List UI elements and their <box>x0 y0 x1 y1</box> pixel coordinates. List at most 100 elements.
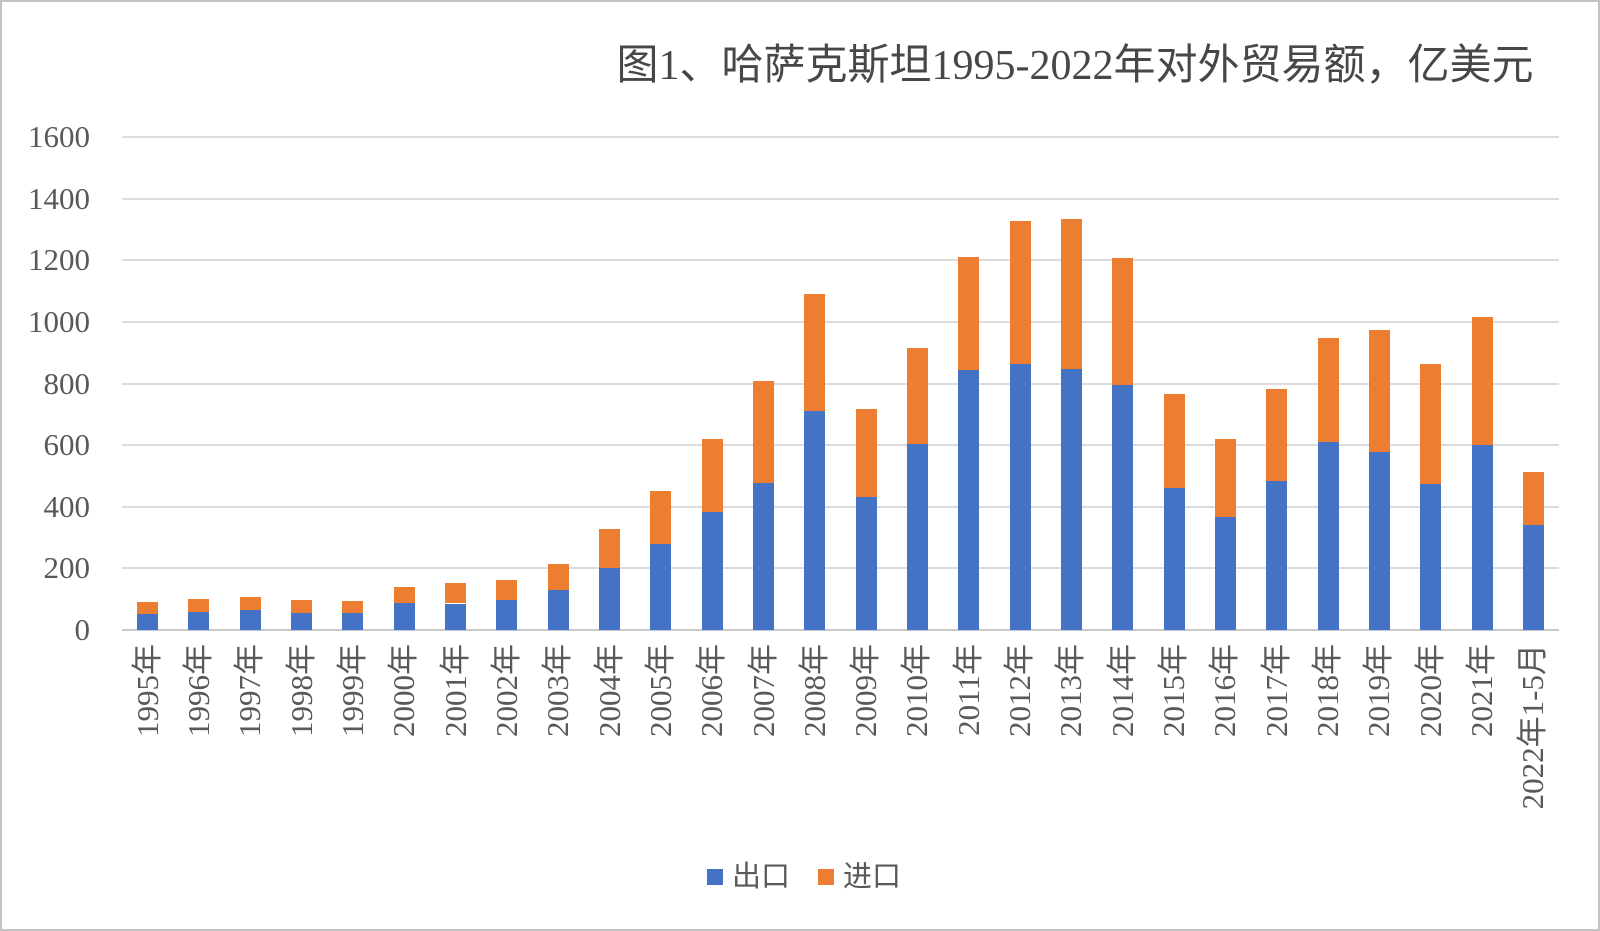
bar-segment-export <box>906 444 928 630</box>
x-axis-label: 2006年 <box>694 644 730 737</box>
bar-segment-import <box>1317 337 1339 442</box>
x-axis-label: 2013年 <box>1053 644 1089 737</box>
x-axis-label: 1995年 <box>129 644 165 737</box>
legend-swatch-export-icon <box>707 869 723 885</box>
x-axis-label: 2011年 <box>950 644 986 736</box>
x-axis-label: 1997年 <box>232 644 268 737</box>
x-axis-label: 2000年 <box>386 644 422 737</box>
bar-segment-import <box>239 596 261 610</box>
bar-segment-export <box>496 600 518 630</box>
x-axis-label: 2019年 <box>1361 644 1397 737</box>
gridline <box>122 444 1559 447</box>
bar-segment-export <box>1266 480 1288 630</box>
x-axis-label: 1999年 <box>334 644 370 737</box>
bar-segment-export <box>137 613 159 630</box>
bar-segment-export <box>1214 516 1236 630</box>
x-axis-label: 2009年 <box>848 644 884 737</box>
x-axis-label: 2005年 <box>642 644 678 737</box>
x-axis-label: 2022年1-5月 <box>1515 644 1551 810</box>
x-axis-label: 2020年 <box>1412 644 1448 737</box>
gridline <box>122 505 1559 508</box>
bar-segment-import <box>291 599 313 614</box>
bar-segment-import <box>445 583 467 604</box>
bar-segment-export <box>1368 452 1390 630</box>
bar-segment-export <box>1522 524 1544 630</box>
bar-segment-export <box>291 613 313 630</box>
bar-segment-import <box>188 598 210 612</box>
bar-segment-import <box>1009 220 1031 364</box>
bar-segment-import <box>958 256 980 371</box>
x-axis-label: 2021年 <box>1464 644 1500 737</box>
x-axis-label: 2010年 <box>899 644 935 737</box>
bar-segment-import <box>1163 393 1185 489</box>
y-axis-tick-label: 1000 <box>28 303 90 339</box>
x-axis-label: 2018年 <box>1310 644 1346 737</box>
bar-segment-import <box>650 490 672 545</box>
legend-label-export: 出口 <box>732 861 791 893</box>
bar-segment-import <box>1420 364 1442 484</box>
x-axis-label: 2007年 <box>745 644 781 737</box>
bar-segment-export <box>1112 385 1134 630</box>
bar-segment-import <box>599 528 621 569</box>
bar-segment-export <box>804 410 826 630</box>
bar-segment-export <box>1009 363 1031 630</box>
bar-segment-export <box>1317 441 1339 630</box>
x-axis-label: 1996年 <box>180 644 216 737</box>
x-axis-label: 2014年 <box>1104 644 1140 737</box>
bar-segment-import <box>753 381 775 483</box>
bar-segment-export <box>1420 483 1442 630</box>
x-axis-label: 2002年 <box>488 644 524 737</box>
legend-label-import: 进口 <box>843 861 902 893</box>
x-axis-label: 2008年 <box>796 644 832 737</box>
bar-segment-export <box>445 603 467 630</box>
legend-item-export: 出口 <box>707 860 790 894</box>
bar-segment-import <box>804 293 826 411</box>
legend: 出口 进口 <box>707 860 901 894</box>
bar-segment-import <box>1112 257 1134 386</box>
x-axis-label: 2016年 <box>1207 644 1243 737</box>
bar-segment-import <box>1471 316 1493 445</box>
bar-segment-export <box>1471 444 1493 630</box>
bar-segment-import <box>906 348 928 445</box>
gridline <box>122 382 1559 385</box>
bar-segment-export <box>1163 488 1185 630</box>
chart-title: 图1、哈萨克斯坦1995-2022年对外贸易额，亿美元 <box>616 43 1534 89</box>
bar-segment-import <box>1060 218 1082 369</box>
y-axis-tick-label: 600 <box>43 427 91 463</box>
gridline <box>122 259 1559 262</box>
gridline <box>122 320 1559 323</box>
y-axis-tick-label: 800 <box>43 365 91 401</box>
bar-segment-export <box>753 482 775 630</box>
x-axis-label: 1998年 <box>283 644 319 737</box>
y-axis-tick-label: 0 <box>74 612 91 647</box>
bar-segment-import <box>342 601 364 613</box>
x-axis-label: 2003年 <box>540 644 576 737</box>
bar-segment-export <box>342 612 364 630</box>
bar-segment-export <box>701 511 723 630</box>
bar-segment-import <box>547 564 569 591</box>
gridline <box>122 197 1559 200</box>
gridline <box>122 567 1559 570</box>
bar-segment-export <box>393 602 415 630</box>
bar-segment-import <box>855 409 877 497</box>
bar-segment-import <box>1266 389 1288 481</box>
bar-segment-export <box>1060 369 1082 630</box>
bar-segment-export <box>599 568 621 630</box>
bar-segment-export <box>650 544 672 630</box>
y-axis-tick-label: 200 <box>43 550 91 586</box>
legend-swatch-import-icon <box>818 869 835 885</box>
y-axis-tick-label: 400 <box>43 488 91 524</box>
x-axis-line <box>122 629 1559 631</box>
bar-segment-export <box>239 609 261 630</box>
x-axis-label: 2012年 <box>1002 644 1038 737</box>
gridline <box>122 136 1559 138</box>
x-axis-label: 2015年 <box>1156 644 1192 737</box>
bar-segment-import <box>496 579 518 601</box>
bar-segment-import <box>1214 438 1236 517</box>
bar-segment-import <box>701 438 723 512</box>
bar-segment-export <box>958 370 980 630</box>
bar-segment-import <box>393 587 415 603</box>
legend-item-import: 进口 <box>818 860 901 894</box>
